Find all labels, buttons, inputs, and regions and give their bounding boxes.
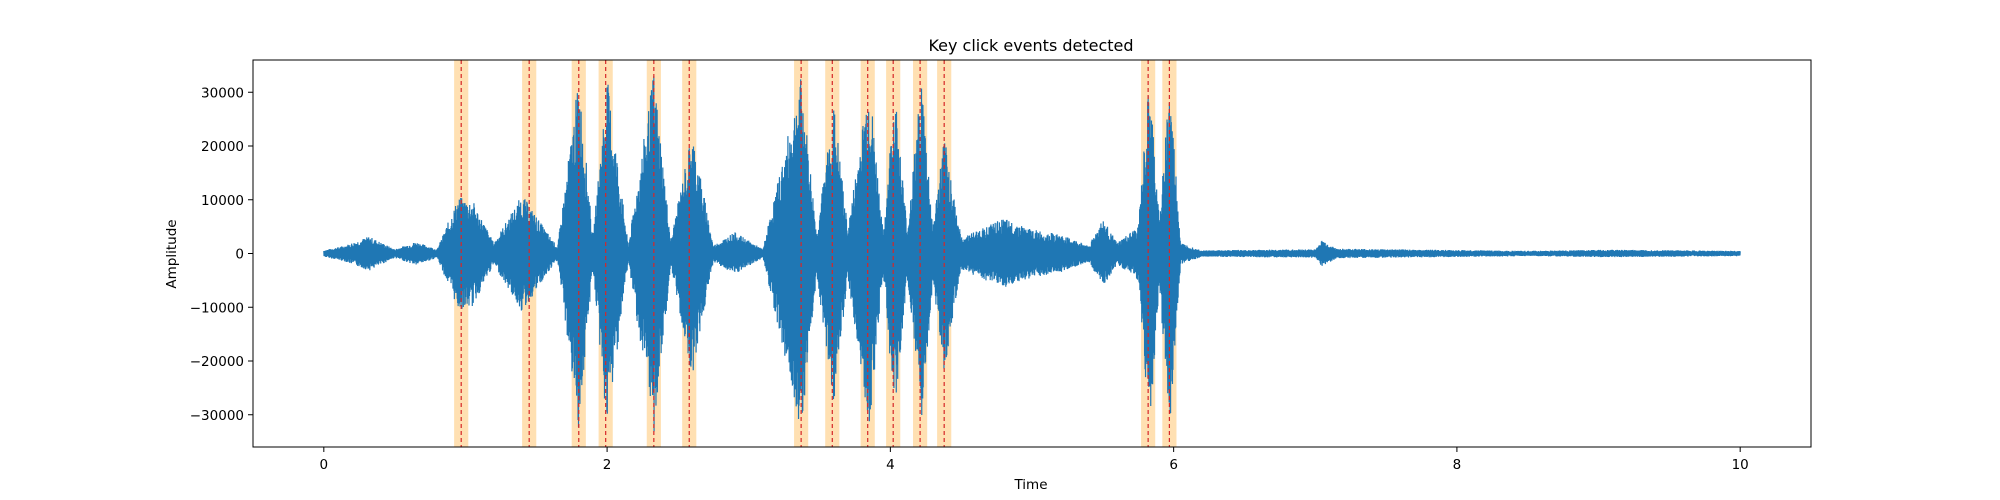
y-tick-label: 30000 bbox=[201, 85, 244, 101]
y-tick-label: −20000 bbox=[190, 354, 244, 370]
y-axis-ticks: −30000 −20000 −10000 0 10000 20000 30000 bbox=[190, 85, 253, 424]
y-tick-label: 20000 bbox=[201, 139, 244, 155]
y-tick-label: −10000 bbox=[190, 300, 244, 316]
x-axis-ticks: 0 2 4 6 8 10 bbox=[320, 447, 1749, 473]
event-lines bbox=[460, 60, 1170, 447]
y-tick-label: 0 bbox=[235, 247, 244, 263]
x-tick-label: 0 bbox=[320, 457, 329, 473]
x-tick-label: 2 bbox=[603, 457, 612, 473]
y-tick-label: −30000 bbox=[190, 408, 244, 424]
chart-title: Key click events detected bbox=[928, 36, 1133, 55]
x-tick-label: 8 bbox=[1453, 457, 1462, 473]
x-tick-label: 6 bbox=[1169, 457, 1178, 473]
signal-series bbox=[323, 76, 1741, 432]
x-tick-label: 10 bbox=[1732, 457, 1749, 473]
x-axis-label: Time bbox=[1013, 477, 1047, 493]
y-tick-label: 10000 bbox=[201, 193, 244, 209]
y-axis-label: Amplitude bbox=[164, 219, 180, 288]
signal-layer bbox=[323, 76, 1741, 432]
x-tick-label: 4 bbox=[886, 457, 895, 473]
